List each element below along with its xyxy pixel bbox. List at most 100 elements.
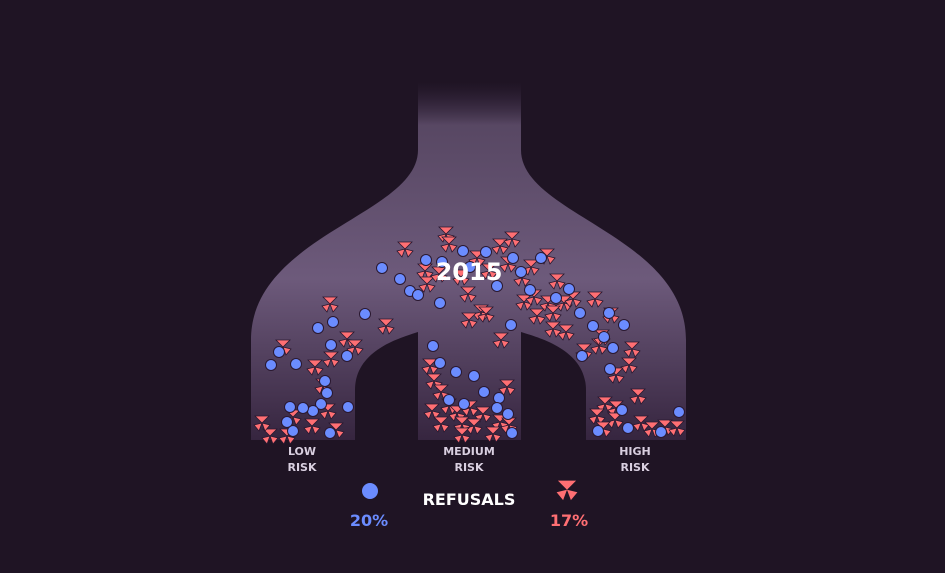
refusal-point-blue [327,316,339,328]
refusal-point-blue [574,307,586,319]
legend: REFUSALS 20% 17% [350,480,588,530]
refusal-point-red [498,379,516,396]
refusal-point-red [452,269,470,286]
refusal-point-blue [598,331,610,343]
refusal-point-blue [468,370,480,382]
refusal-point-red [477,306,495,323]
refusal-point-blue [321,387,333,399]
refusal-point-blue [604,363,616,375]
refusal-point-blue [458,398,470,410]
refusal-point-red [620,357,638,374]
refusal-point-blue [265,359,277,371]
trefoil-icon [556,480,578,501]
category-label: MEDIUM RISK [443,445,495,474]
refusal-point-red [503,231,521,248]
refusal-point-blue [376,262,388,274]
refusal-point-red [322,351,340,368]
refusal-point-red [491,238,509,255]
refusal-point-red [492,332,510,349]
refusal-point-red [432,416,450,433]
refusal-point-blue [480,246,492,258]
refusal-point-blue [506,427,518,439]
refusal-point-blue [535,252,547,264]
refusal-point-red [421,358,439,375]
refusal-point-blue [491,280,503,292]
legend-title: REFUSALS [423,490,516,509]
refusal-point-blue [550,292,562,304]
refusal-point-blue [576,350,588,362]
refusal-point-blue [478,386,490,398]
circle-icon [362,483,378,499]
refusal-point-blue [491,402,503,414]
refusal-point-blue [427,340,439,352]
refusal-point-red [321,296,339,313]
refusal-point-blue [315,398,327,410]
refusal-point-blue [394,273,406,285]
legend-red-value: 17% [550,511,588,530]
refusal-point-blue [342,401,354,413]
refusal-point-blue [307,405,319,417]
refusal-point-blue [493,392,505,404]
refusal-point-blue [457,245,469,257]
refusal-point-red [423,403,441,420]
refusal-point-red [453,427,471,444]
refusal-point-blue [592,425,604,437]
refusal-point-blue [312,322,324,334]
refusal-point-red [396,241,414,258]
refusal-point-blue [341,350,353,362]
refusal-point-red [528,308,546,325]
refusal-point-blue [622,422,634,434]
category-label: HIGH RISK [619,445,651,474]
category-labels: LOW RISK MEDIUM RISK HIGH RISK [287,445,650,474]
refusal-point-red [303,418,321,435]
refusal-point-blue [273,346,285,358]
refusal-point-red [480,263,498,280]
blue-points [265,245,685,439]
refusal-point-red [459,286,477,303]
refusal-point-blue [290,358,302,370]
refusal-point-red [557,324,575,341]
refusal-point-blue [325,339,337,351]
refusal-point-red [460,312,478,329]
refusal-point-blue [464,261,476,273]
refusal-point-blue [507,252,519,264]
refusal-point-blue [607,342,619,354]
refusal-point-blue [434,357,446,369]
refusal-point-red [306,359,324,376]
refusal-point-blue [603,307,615,319]
refusal-point-blue [443,394,455,406]
refusal-point-red [548,273,566,290]
refusal-point-blue [359,308,371,320]
refusal-point-red [588,408,606,425]
refusal-point-blue [587,320,599,332]
refusal-point-blue [287,425,299,437]
refusal-point-blue [284,401,296,413]
refusal-point-blue [524,284,536,296]
refusal-point-red [465,418,483,435]
chart-title: 2015 [436,258,503,286]
refusal-point-red [606,412,624,429]
refusal-point-blue [434,297,446,309]
refusal-point-blue [673,406,685,418]
refusal-point-red [377,318,395,335]
refusal-point-blue [515,266,527,278]
refusal-point-blue [281,416,293,428]
refusal-point-red [629,388,647,405]
refusal-point-blue [618,319,630,331]
refusal-point-blue [319,375,331,387]
legend-blue-value: 20% [350,511,388,530]
refusal-point-blue [502,408,514,420]
category-label: LOW RISK [287,445,316,474]
refusal-point-blue [420,254,432,266]
refusal-point-red [544,305,562,322]
refusal-point-red [586,291,604,308]
refusal-point-red [484,426,502,443]
refusal-point-blue [450,366,462,378]
refusal-point-red [632,415,650,432]
refusal-point-red [253,415,271,432]
refusal-point-red [418,276,436,293]
refusal-point-red [668,420,686,437]
refusal-point-blue [505,319,517,331]
refusal-point-blue [324,427,336,439]
